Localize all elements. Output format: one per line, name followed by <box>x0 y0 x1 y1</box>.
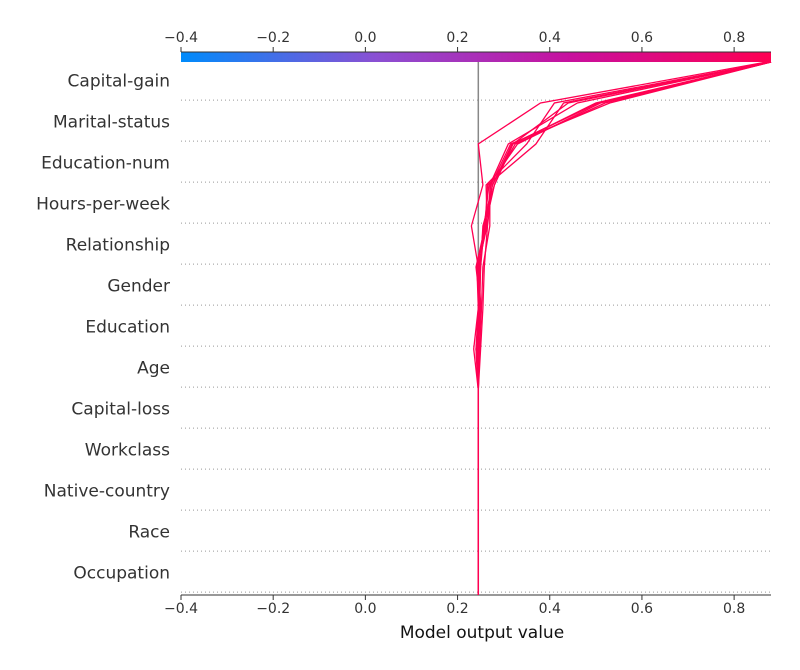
axis-tick-label: −0.4 <box>164 601 198 617</box>
feature-label: Capital-loss <box>71 400 170 420</box>
feature-label: Age <box>137 359 170 379</box>
colorbar <box>181 52 771 62</box>
decision-line <box>477 61 772 595</box>
feature-label: Capital-gain <box>68 72 170 92</box>
feature-label: Workclass <box>85 441 170 461</box>
x-axis-label: Model output value <box>400 623 564 643</box>
axis-tick-label: 0.8 <box>723 30 745 46</box>
feature-label: Education-num <box>41 154 170 174</box>
axis-tick-label: 0.0 <box>354 601 376 617</box>
top-x-axis: −0.4 −0.2 0.0 0.2 0.4 0.6 0.8 <box>164 30 771 53</box>
feature-label: Race <box>128 523 170 543</box>
feature-label: Native-country <box>44 482 170 502</box>
decision-lines <box>470 61 772 595</box>
feature-label: Hours-per-week <box>36 195 170 215</box>
feature-label: Gender <box>107 277 170 297</box>
axis-tick-label: 0.0 <box>354 30 376 46</box>
bottom-x-axis: −0.4 −0.2 0.0 0.2 0.4 0.6 0.8 <box>164 594 771 617</box>
axis-tick-label: 0.6 <box>631 30 653 46</box>
axis-tick-label: 0.4 <box>539 601 561 617</box>
axis-tick-label: 0.2 <box>446 30 468 46</box>
decision-line <box>476 61 772 595</box>
axis-tick-label: −0.2 <box>256 30 290 46</box>
axis-tick-label: 0.6 <box>631 601 653 617</box>
axis-tick-label: −0.2 <box>256 601 290 617</box>
axis-tick-label: 0.8 <box>723 601 745 617</box>
axis-tick-label: 0.4 <box>539 30 561 46</box>
feature-label: Education <box>85 318 170 338</box>
axis-tick-label: −0.4 <box>164 30 198 46</box>
axis-tick-label: 0.2 <box>446 601 468 617</box>
feature-label: Occupation <box>73 564 170 584</box>
feature-label: Marital-status <box>53 113 170 133</box>
feature-label: Relationship <box>66 236 170 256</box>
feature-labels: Capital-gain Marital-status Education-num H… <box>36 72 170 584</box>
